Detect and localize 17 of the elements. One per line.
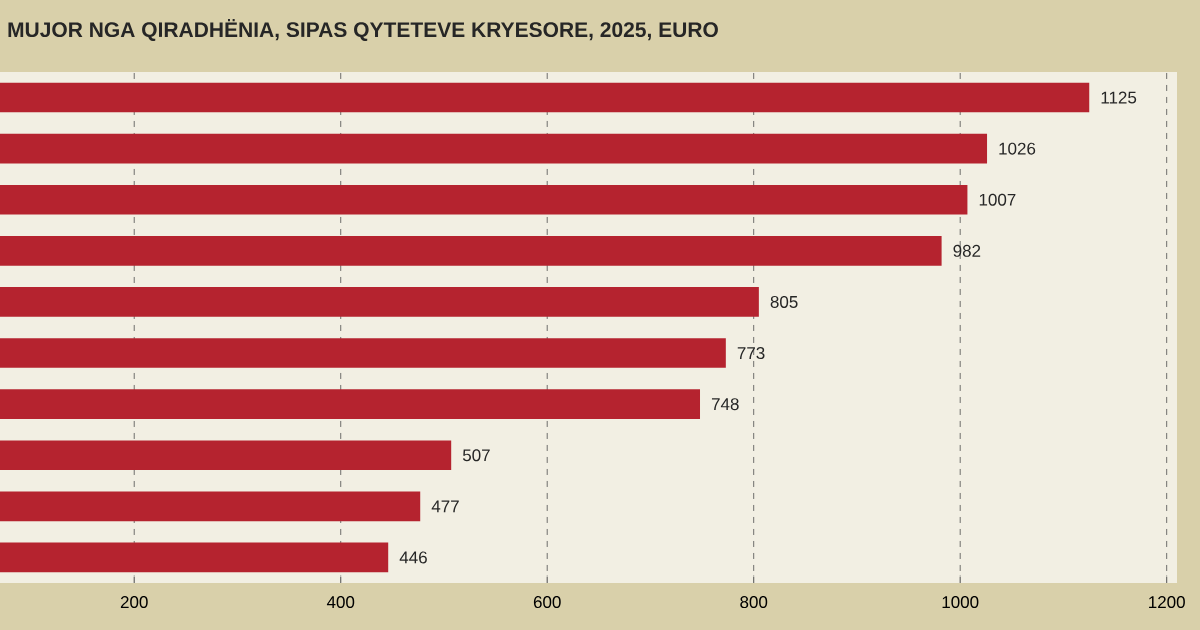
data-label: 1007 xyxy=(979,193,1016,206)
data-label: 1125 xyxy=(1101,91,1137,104)
chart-title: MUJOR NGA QIRADHËNIA, SIPAS QYTETEVE KRYESORE, 2025, EURO xyxy=(8,18,718,42)
data-label: 805 xyxy=(770,295,798,308)
data-label: 982 xyxy=(953,244,981,257)
x-tick-label: 800 xyxy=(740,596,768,609)
data-label: 446 xyxy=(399,551,427,564)
data-label: 507 xyxy=(462,449,490,462)
x-tick-label: 400 xyxy=(326,596,355,609)
data-label: 748 xyxy=(711,398,739,411)
x-tick-label: 1200 xyxy=(1149,596,1185,609)
x-tick-label: 600 xyxy=(533,596,561,609)
x-tick-label: 200 xyxy=(120,596,148,609)
data-label: 477 xyxy=(431,500,459,513)
x-tick-label: 1000 xyxy=(942,596,979,609)
data-label: 773 xyxy=(737,347,765,360)
data-label: 1026 xyxy=(999,142,1036,155)
